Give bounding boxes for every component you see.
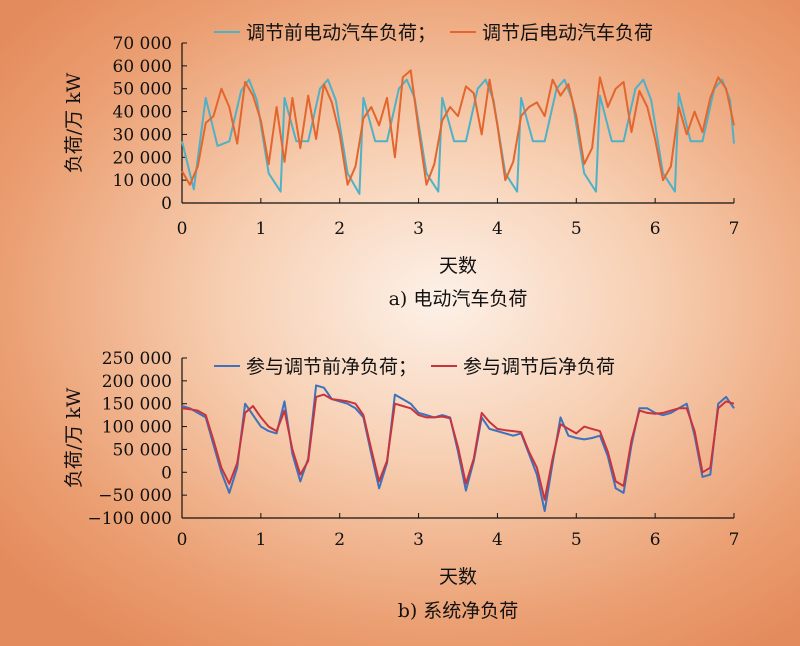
legend-label: 调节前电动汽车负荷； [246, 22, 436, 44]
y-axis-title: 负荷/万 kW [63, 387, 85, 488]
y-tick-label: 200 000 [102, 372, 172, 392]
x-tick-label: 3 [413, 219, 424, 239]
x-tick-label: 1 [255, 219, 266, 239]
legend-label: 参与调节后净负荷 [463, 356, 615, 378]
series-line-1 [181, 78, 735, 195]
series-line-2 [181, 69, 735, 186]
y-tick-label: 10 000 [113, 171, 172, 191]
x-tick-label: 4 [492, 530, 503, 550]
y-tick-label: −100 000 [87, 509, 172, 529]
x-tick-label: 3 [413, 530, 424, 550]
x-tick-label: 5 [571, 219, 582, 239]
legend-label: 调节后电动汽车负荷 [482, 22, 653, 44]
x-axis-title: 天数 [439, 255, 477, 277]
y-tick-label: 40 000 [113, 103, 172, 123]
x-axis-title: 天数 [439, 566, 477, 588]
y-tick-label: 20 000 [113, 148, 172, 168]
chart-caption: a) 电动汽车负荷 [389, 288, 528, 310]
y-tick-label: 0 [161, 194, 172, 214]
y-tick-label: 50 000 [113, 440, 172, 460]
y-tick-label: 150 000 [102, 395, 172, 415]
y-tick-label: 30 000 [113, 125, 172, 145]
x-tick-label: 0 [177, 530, 188, 550]
chart-caption: b) 系统净负荷 [398, 600, 519, 622]
x-tick-label: 0 [177, 219, 188, 239]
series-line-2 [181, 393, 735, 501]
x-tick-label: 7 [729, 530, 740, 550]
x-tick-label: 5 [571, 530, 582, 550]
x-tick-label: 2 [334, 219, 345, 239]
y-tick-label: −50 000 [98, 486, 172, 506]
x-tick-label: 4 [492, 219, 503, 239]
legend-label: 参与调节前净负荷； [246, 356, 417, 378]
x-tick-label: 6 [650, 530, 661, 550]
y-tick-label: 60 000 [113, 57, 172, 77]
x-tick-label: 6 [650, 219, 661, 239]
y-tick-label: 250 000 [102, 349, 172, 369]
y-tick-label: 70 000 [113, 34, 172, 54]
y-tick-label: 0 [161, 463, 172, 483]
y-axis-title: 负荷/万 kW [63, 72, 85, 173]
x-tick-label: 7 [729, 219, 740, 239]
y-tick-label: 50 000 [113, 80, 172, 100]
x-tick-label: 2 [334, 530, 345, 550]
y-tick-label: 100 000 [102, 418, 172, 438]
x-tick-label: 1 [255, 530, 266, 550]
